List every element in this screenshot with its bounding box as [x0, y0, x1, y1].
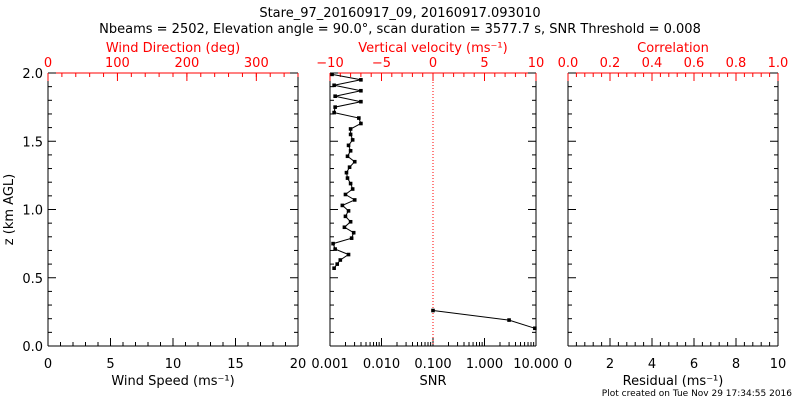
x-tick-label: 0.100 — [414, 357, 451, 372]
x-tick-label: 0 — [564, 357, 572, 372]
velocity-point — [333, 94, 337, 99]
velocity-point — [332, 83, 336, 88]
velocity-point — [357, 116, 361, 120]
velocity-point — [359, 121, 363, 126]
velocity-point — [348, 181, 353, 186]
x-axis-label: Residual (ms⁻¹) — [623, 374, 724, 389]
x-tick-label: 1.000 — [466, 357, 503, 372]
y-tick-label: 1.5 — [22, 135, 43, 150]
chart-subtitle: Nbeams = 2502, Elevation angle = 90.0°, … — [99, 22, 701, 37]
velocity-point — [343, 214, 348, 219]
velocity-point — [333, 105, 337, 109]
x-tick-label: 10 — [770, 357, 787, 372]
top-tick-label: 1.0 — [768, 56, 789, 71]
velocity-point — [344, 170, 349, 175]
snr-point — [431, 308, 435, 313]
panel-vertical: 0.001 0.010 0.100 1.000 10.000 SNR −10 −5 0 5 10 Ve… — [311, 41, 558, 389]
chart-title: Stare_97_20160917_09, 20160917.093010 — [259, 6, 540, 21]
top-tick-label: 5 — [480, 56, 488, 71]
velocity-point — [359, 78, 363, 82]
x-tick-label: 0 — [44, 357, 52, 372]
velocity-point — [352, 198, 357, 202]
top-tick-label: 0.2 — [600, 56, 621, 71]
x-tick-label: 0.010 — [363, 357, 400, 372]
velocity-point — [335, 262, 340, 266]
top-tick-label: 0 — [429, 56, 437, 71]
x-tick-label: 8 — [732, 357, 740, 372]
top-axis-label: Correlation — [637, 41, 709, 56]
x-tick-label: 20 — [290, 357, 307, 372]
top-tick-label: 0 — [44, 56, 52, 71]
top-tick-label: 300 — [244, 56, 269, 71]
y-tick-label: 2.0 — [22, 67, 43, 82]
x-tick-label: 10 — [165, 357, 182, 372]
top-tick-label: 0.6 — [684, 56, 705, 71]
velocity-point — [348, 219, 353, 224]
x-axis-label: SNR — [419, 374, 446, 389]
velocity-point — [359, 99, 363, 104]
x-tick-label: 4 — [648, 357, 656, 372]
velocity-point — [347, 165, 352, 169]
top-tick-label: −5 — [372, 56, 391, 71]
velocity-point — [332, 266, 336, 270]
velocity-point — [338, 258, 343, 262]
x-tick-label: 0.001 — [311, 357, 348, 372]
x-axis-label: Wind Speed (ms⁻¹) — [111, 374, 234, 389]
y-tick-label: 0.0 — [22, 340, 43, 355]
velocity-point — [345, 176, 350, 180]
plot-created-footer: Plot created on Tue Nov 29 17:34:55 2016 — [602, 389, 792, 399]
velocity-point — [332, 110, 336, 115]
x-tick-label: 10.000 — [513, 357, 559, 372]
y-axis-label: z (km AGL) — [2, 174, 17, 245]
velocity-point — [333, 247, 337, 251]
x-tick-label: 6 — [690, 357, 698, 372]
snr-point — [507, 318, 511, 322]
velocity-point — [350, 187, 355, 191]
velocity-point — [348, 149, 353, 153]
top-tick-label: 100 — [105, 56, 130, 71]
velocity-point — [340, 203, 345, 208]
x-tick-label: 2 — [606, 357, 614, 372]
y-tick-label: 1.0 — [22, 204, 43, 219]
x-tick-label: 15 — [227, 357, 244, 372]
top-tick-label: 10 — [528, 56, 545, 71]
velocity-point — [352, 159, 357, 164]
velocity-point — [331, 241, 335, 246]
top-tick-label: −10 — [316, 56, 343, 71]
y-tick-label: 0.5 — [22, 272, 43, 287]
velocity-point — [345, 154, 350, 159]
velocity-point — [346, 252, 351, 257]
velocity-point — [350, 138, 355, 142]
velocity-point — [343, 192, 348, 197]
velocity-point — [349, 236, 354, 240]
velocity-point — [348, 127, 353, 131]
x-tick-label: 5 — [106, 357, 114, 372]
top-axis-label: Wind Direction (deg) — [106, 41, 240, 56]
panel-correlation: 0 2 4 6 8 10 Residual (ms⁻¹) 0.0 0.2 0.4 0.6 0.8 1.0… — [558, 41, 789, 389]
velocity-point — [359, 88, 363, 93]
top-tick-label: 0.0 — [558, 56, 579, 71]
snr-profile-line — [432, 310, 536, 329]
velocity-point — [351, 230, 356, 235]
snr-point — [533, 326, 537, 331]
top-axis-label: Vertical velocity (ms⁻¹) — [358, 41, 507, 56]
velocity-point — [330, 72, 334, 77]
velocity-point — [346, 209, 351, 213]
panel-wind: 0.0 0.5 1.0 1.5 2.0 z (km AGL) 0 5 10 15 20 Wind Sp… — [2, 41, 306, 389]
top-tick-label: 0.4 — [642, 56, 663, 71]
top-tick-label: 200 — [174, 56, 199, 71]
velocity-point — [348, 132, 353, 137]
velocity-point — [346, 143, 351, 148]
top-tick-label: 0.8 — [726, 56, 747, 71]
velocity-point — [342, 225, 347, 230]
